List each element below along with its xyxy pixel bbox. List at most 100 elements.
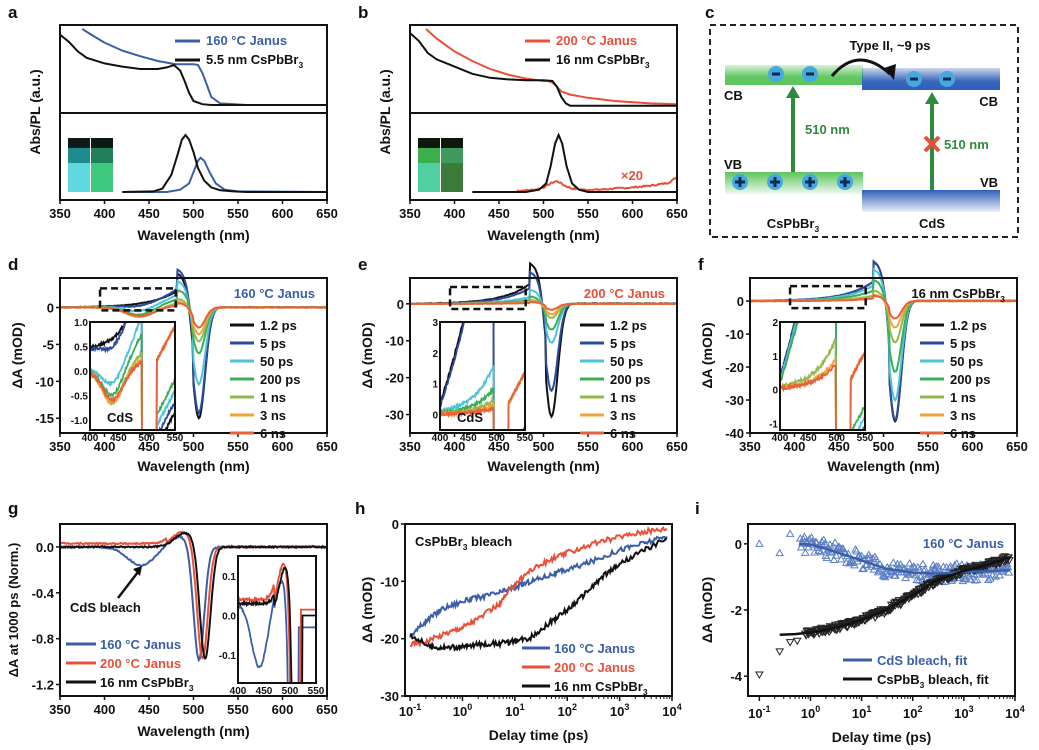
x-tick-label: 550	[577, 206, 599, 221]
x-axis-label: Wavelength (nm)	[137, 458, 249, 474]
inset-plot	[238, 562, 316, 683]
inset-line	[238, 562, 316, 683]
transfer-label: Type II, ~9 ps	[849, 38, 930, 53]
arrowhead-icon	[786, 86, 800, 98]
cds-data-point	[1004, 568, 1014, 576]
cds-data-point	[910, 563, 920, 571]
x-tick-label: 400	[444, 206, 466, 221]
legend-label: 160 °C Janus	[100, 637, 181, 652]
ta-spectrum-line	[59, 302, 328, 329]
vial-top	[418, 148, 440, 163]
cds-data-point	[800, 548, 810, 556]
zoom-region-box	[448, 285, 527, 311]
cspbbr3-data-point	[785, 639, 795, 647]
y-tick-label: -0.8	[32, 632, 54, 647]
x-tick-label: 650	[316, 439, 338, 454]
legend-label: 16 nm CsPbBr3	[556, 52, 650, 70]
cds-conduction-band	[862, 68, 1000, 90]
plus-icon	[773, 177, 777, 187]
y-tick-label: 0	[397, 297, 404, 312]
y-tick-label: -20	[725, 360, 744, 375]
cds-data-point	[814, 546, 824, 554]
chart-h: 10-1 100 101 102 103 104 0 -10 -20 -30 Delay time …	[359, 517, 682, 743]
inset-line	[440, 322, 495, 430]
vial-liquid	[441, 163, 463, 192]
inset-y-tick-label: 2	[432, 349, 438, 360]
pl-line	[122, 133, 327, 193]
cb-label-left: CB	[724, 88, 743, 103]
cds-bleach-annotation: CdS bleach	[70, 600, 141, 615]
cspbbr3-data-point	[792, 637, 802, 646]
x-tick-label: 450	[488, 439, 510, 454]
inset-y-tick-label: 0.0	[74, 367, 88, 378]
x-tick-label: 101	[505, 702, 524, 719]
pl-line	[472, 132, 677, 193]
cds-data-point	[863, 554, 873, 562]
x-axis-label: Delay time (ps)	[832, 729, 932, 745]
inset-y-tick-label: -1.0	[71, 416, 89, 427]
chart-f: 350 400 450 500 550 600 6500-10-20-30-40Wavele…	[699, 259, 1028, 474]
x-tick-label: 650	[316, 702, 338, 717]
x-tick-label: 10-1	[748, 704, 770, 721]
inset-line	[780, 351, 865, 430]
y-axis-label: ΔA (mOD)	[9, 322, 25, 388]
legend-label: 3 ns	[950, 408, 976, 423]
inset-x-tick-label: 400	[772, 433, 789, 444]
cds-data-point	[995, 570, 1005, 579]
x-tick-label: 650	[1006, 439, 1028, 454]
x-tick-label: 650	[666, 439, 688, 454]
panel-letter-i: i	[695, 499, 700, 518]
legend-label: 160 °C Janus	[554, 641, 635, 656]
y-axis-label: Abs/PL (a.u.)	[27, 69, 43, 154]
x-tick-label: 350	[49, 439, 71, 454]
vial-cap	[441, 138, 463, 148]
cds-data-point	[799, 532, 809, 540]
cds-data-point	[927, 571, 937, 579]
plus-icon	[738, 177, 742, 187]
legend-label: 16 nm CsPbBr3	[100, 675, 194, 693]
cb-label-right: CB	[979, 94, 998, 109]
cds-data-point	[836, 554, 846, 563]
x-axis-label: Wavelength (nm)	[487, 458, 599, 474]
y-tick-label: -30	[385, 408, 404, 423]
inset-x-tick-label: 400	[432, 433, 449, 444]
inset-line	[238, 566, 316, 683]
cds-data-point	[905, 559, 915, 567]
inset-line	[90, 324, 175, 430]
minus-icon	[943, 77, 951, 81]
inset-x-tick-label: 500	[282, 686, 299, 697]
plus-icon	[808, 177, 812, 187]
abs-line	[409, 32, 677, 107]
x-tick-label: 400	[784, 439, 806, 454]
x-tick-label: 104	[662, 702, 681, 719]
inset-frame	[89, 321, 176, 431]
panel-letter-d: d	[8, 255, 18, 274]
inset-x-tick-label: 500	[488, 433, 505, 444]
vial-top	[91, 148, 113, 163]
plus-icon	[843, 177, 847, 187]
chart-d: 350 400 450 500 550 600 6500-5-10-15Wavelength…	[9, 267, 338, 474]
inset-frame	[237, 555, 317, 684]
vial-liquid	[418, 163, 440, 192]
legend-label: CdS bleach, fit	[877, 653, 968, 668]
y-axis-label: ΔA (mOD)	[699, 322, 715, 388]
legend-label: 3 ns	[610, 408, 636, 423]
inset-vial-photo	[68, 138, 113, 192]
x-tick-label: 350	[49, 206, 71, 221]
x-tick-label: 350	[739, 439, 761, 454]
inset-frame	[439, 321, 526, 431]
cds-data-point	[978, 570, 988, 578]
cds-data-point	[829, 555, 839, 563]
vial-cap	[418, 138, 440, 148]
cspbbr3-valence-band	[725, 172, 863, 194]
inset-x-tick-label: 500	[138, 433, 155, 444]
y-tick-label: -15	[35, 411, 54, 426]
legend-label: 200 ps	[260, 372, 300, 387]
x-tick-label: 600	[272, 206, 294, 221]
cds-valence-band	[862, 190, 1000, 212]
x-tick-label: 102	[903, 704, 922, 721]
panel-letter-b: b	[358, 3, 368, 22]
x-tick-label: 102	[557, 702, 576, 719]
inset-label: CdS	[107, 410, 133, 425]
material-label-left: CsPbBr3	[767, 216, 820, 234]
